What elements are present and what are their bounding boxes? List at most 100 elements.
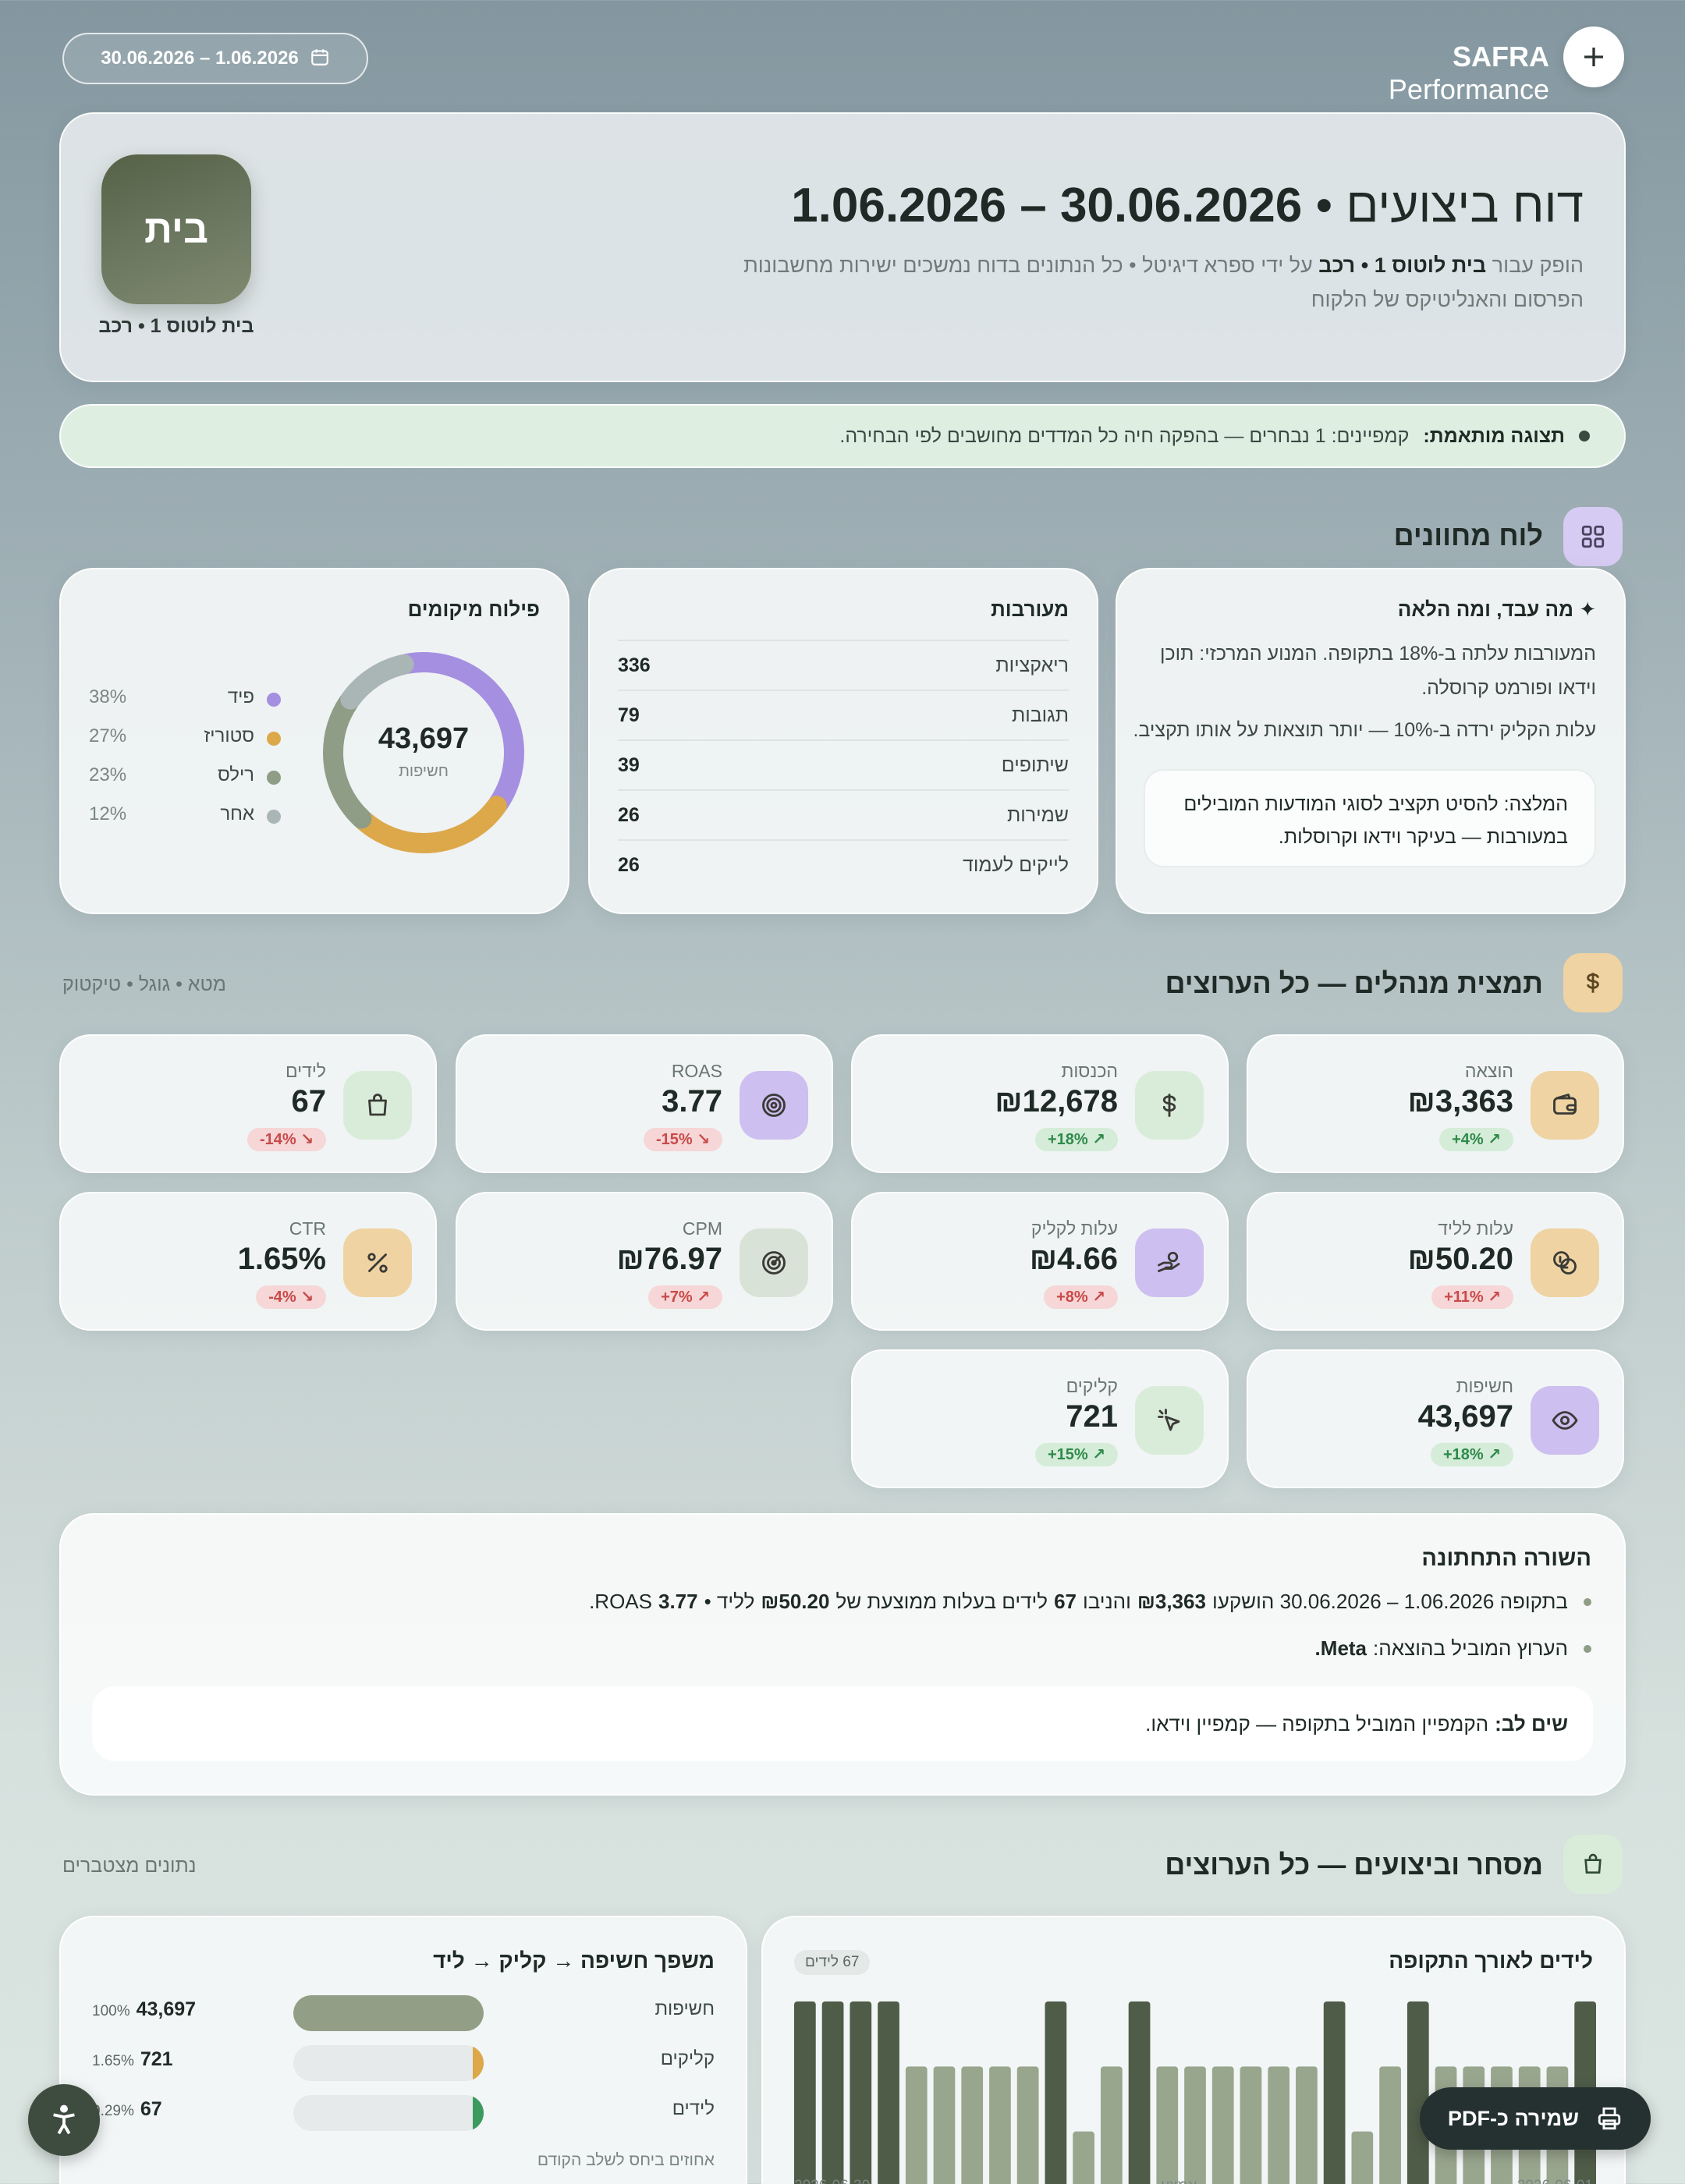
leads-bar [1156, 2066, 1179, 2184]
leads-bar [1016, 2066, 1039, 2184]
banner-label: תצוגה מותאמת: [1423, 424, 1565, 447]
legend-percent: 38% [89, 686, 127, 707]
recommendation-box: המלצה: להסיט תקציב לסוגי המודעות המובילי… [1144, 769, 1596, 867]
kpi-delta-badge: +18% ↗ [1430, 1443, 1513, 1466]
kpi-card: חשיפות 43,697 +18% ↗ [1247, 1349, 1624, 1488]
kpi-label: ROAS [671, 1061, 722, 1081]
save-pdf-button[interactable]: שמירה כ-PDF [1420, 2087, 1651, 2150]
dashboard-title: לוח מחוונים [1393, 519, 1543, 551]
donut-total: 43,697 [378, 722, 470, 755]
save-pdf-label: שמירה כ-PDF [1448, 2106, 1579, 2130]
funnel-stage-percent: 0.29% [92, 2103, 134, 2119]
report-hero-card: דוח ביצועים • 30.06.2026 – 1.06.2026 הופ… [59, 112, 1626, 382]
engagement-value: 26 [618, 853, 640, 876]
donut-slice-2 [323, 652, 524, 853]
kpi-label: עלות לליד [1438, 1218, 1513, 1239]
leads-bar [961, 2066, 984, 2184]
leads-bar [1407, 2001, 1429, 2184]
funnel-stage-label: לידים [672, 2098, 715, 2119]
add-button[interactable] [1563, 27, 1624, 87]
brand-logo: SAFRA Performance [1287, 41, 1549, 105]
kpi-value: ₪50.20 [1407, 1242, 1513, 1276]
funnel-stage-number: 43,697 [136, 1998, 197, 2020]
insight-text: המעורבות עלתה ב-18% בתקופה. המנוע המרכזי… [1159, 643, 1596, 665]
leads-bar [1073, 2131, 1094, 2184]
legend-swatch [267, 771, 281, 785]
bottom-line-title: השורה התחתונה [1421, 1546, 1591, 1571]
kpi-delta-badge: +8% ↗ [1044, 1285, 1118, 1309]
kpi-label: לידים [285, 1061, 326, 1081]
leads-bar [1351, 2131, 1374, 2184]
engagement-label: תגובות [1011, 704, 1069, 726]
recommendation-text: במעורבות — בעיקר וידאו וקרוסלות. [1278, 826, 1568, 848]
kpi-delta-badge: +11% ↗ [1431, 1285, 1513, 1309]
hand-coin-icon [1158, 1251, 1180, 1272]
accessibility-button[interactable] [28, 2084, 100, 2156]
kpi-label: קליקים [1066, 1376, 1118, 1396]
bullet-text: בתקופה 1.06.2026 – 30.06.2026 הושקעו [1211, 1590, 1568, 1613]
grid-icon [1581, 525, 1605, 548]
leads-bar-chart [794, 2001, 1596, 2184]
funnel-stage-percent: 100% [92, 2003, 130, 2019]
legend-label: סטוריז [204, 725, 254, 746]
client-logo-caption: בית לוטוס 1 • רכב [98, 315, 254, 337]
leads-bar [933, 2066, 956, 2184]
bullet-dot [1584, 1597, 1591, 1606]
kpi-label: CPM [682, 1218, 722, 1239]
kpi-value: 3.77 [662, 1084, 722, 1119]
funnel-title: משפך חשיפה → קליק → ליד [433, 1948, 715, 1973]
custom-view-banner: תצוגה מותאמת: קמפיינים: 1 נבחרים — בהפקה… [59, 404, 1626, 468]
eye-icon [1552, 1411, 1578, 1430]
kpi-label: עלות לקליק [1031, 1218, 1118, 1239]
leads-bar [1379, 2066, 1401, 2184]
exec-section-icon [1563, 953, 1623, 1012]
x-axis-end: 2026-06-01 [1517, 2178, 1593, 2184]
cursor-icon [1158, 1409, 1180, 1431]
funnel-stage-label: חשיפות [654, 1998, 715, 2019]
bottom-line-bullet: בתקופה 1.06.2026 – 30.06.2026 הושקעו ₪3,… [589, 1590, 1591, 1614]
status-dot [1579, 431, 1590, 441]
subtitle-text: הופק עבור [1492, 254, 1584, 277]
kpi-icon-badge [740, 1071, 808, 1140]
funnel-stage-value: 0.29% 67 [92, 2098, 162, 2121]
bag-icon [1584, 1853, 1602, 1874]
date-range-label: 30.06.2026 – 1.06.2026 [101, 48, 299, 69]
leads-bar [1100, 2066, 1123, 2184]
leads-bar [794, 2001, 816, 2184]
funnel-note: אחוזים ביחס לשלב הקודם [537, 2151, 715, 2169]
x-axis-mid: אמצע [1161, 2178, 1197, 2184]
donut-slice-0 [323, 652, 524, 853]
kpi-value: 43,697 [1417, 1399, 1513, 1434]
legend-percent: 27% [89, 725, 127, 746]
engagement-card: מעורבות ריאקציות 336 תגובות 79 שיתופים 39 שמיר… [588, 568, 1098, 914]
funnel-stage-number: 721 [140, 2048, 173, 2070]
legend-label: אחר [220, 803, 254, 824]
commerce-title: מסחר וביצועים — כל הערוצים [1165, 1849, 1543, 1881]
subtitle-text: הפרסום והאנליטיקס של הלקוח [1311, 288, 1584, 311]
cpl-value: ₪50.20 [761, 1590, 830, 1613]
engagement-value: 26 [618, 803, 640, 826]
legend-percent: 23% [89, 764, 127, 785]
kpi-value: ₪4.66 [1029, 1242, 1118, 1276]
commerce-tag: נתונים מצטברים [62, 1855, 197, 1877]
top-channel: Meta. [1314, 1636, 1368, 1660]
kpi-value: ₪76.97 [616, 1242, 722, 1276]
roas-value: 3.77 [658, 1590, 698, 1613]
kpi-card: הכנסות ₪12,678 +18% ↗ [851, 1034, 1229, 1173]
date-range-button[interactable]: 30.06.2026 – 1.06.2026 [62, 33, 368, 84]
bullet-text: לליד • [704, 1590, 755, 1613]
client-name: בית לוטוס 1 • רכב [1318, 254, 1487, 277]
insight-text: וידאו ופורמט קרוסלה. [1421, 677, 1596, 699]
kpi-card: קליקים 721 +15% ↗ [851, 1349, 1229, 1488]
subtitle-text: על ידי ספרא דיגיטל • כל הנתונים בדוח נמש… [743, 254, 1313, 277]
insights-title: ✦ מה עבד, ומה הלאה [1397, 597, 1596, 621]
funnel-stage-number: 67 [140, 2098, 162, 2120]
leads-count-badge: 67 לידים [794, 1950, 871, 1975]
leads-bar [1184, 2066, 1206, 2184]
brand-bold: SAFRA [1453, 41, 1549, 73]
kpi-value: 721 [1066, 1399, 1118, 1434]
funnel-bar-track [293, 2045, 484, 2081]
banner-text: קמפיינים: 1 נבחרים — בהפקה חיה כל המדדים… [839, 424, 1410, 447]
leads-bar [1323, 2001, 1346, 2184]
engagement-value: 39 [618, 753, 640, 776]
